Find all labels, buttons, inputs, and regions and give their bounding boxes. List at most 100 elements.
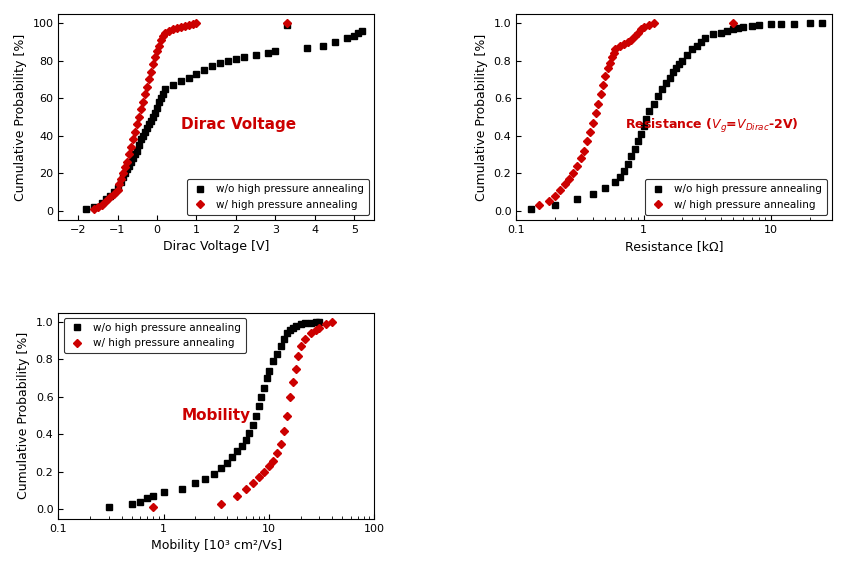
w/o high pressure annealing (261, 375, 272, 381)
w/ high pressure annealing (608, 50, 618, 57)
w/o high pressure annealing (190, 480, 201, 487)
w/o high pressure annealing (788, 20, 799, 27)
w/ high pressure annealing (152, 48, 162, 55)
w/ high pressure annealing (611, 46, 621, 53)
w/o high pressure annealing (357, 27, 367, 34)
w/o high pressure annealing (754, 22, 764, 28)
w/o high pressure annealing (657, 85, 667, 92)
w/ high pressure annealing (569, 170, 579, 177)
w/ high pressure annealing (629, 33, 640, 40)
w/o high pressure annealing (746, 23, 756, 29)
w/o high pressure annealing (766, 21, 777, 28)
w/o high pressure annealing (279, 336, 289, 342)
w/ high pressure annealing (305, 330, 316, 337)
w/o high pressure annealing (611, 179, 621, 186)
w/o high pressure annealing (683, 52, 693, 58)
w/o high pressure annealing (103, 504, 113, 511)
w/ high pressure annealing (160, 29, 170, 36)
w/o high pressure annealing (299, 320, 310, 327)
Line: w/ high pressure annealing: w/ high pressure annealing (151, 319, 335, 510)
w/ high pressure annealing (283, 412, 293, 419)
w/o high pressure annealing (216, 465, 226, 471)
w/o high pressure annealing (738, 24, 748, 31)
w/o high pressure annealing (310, 319, 321, 325)
w/ high pressure annealing (148, 61, 158, 68)
w/o high pressure annealing (716, 29, 726, 36)
w/ high pressure annealing (633, 29, 643, 36)
w/o high pressure annealing (276, 343, 286, 350)
w/o high pressure annealing (254, 403, 264, 410)
w/o high pressure annealing (158, 489, 168, 496)
w/o high pressure annealing (728, 25, 738, 32)
w/ high pressure annealing (601, 72, 611, 79)
w/ high pressure annealing (89, 205, 99, 212)
w/ high pressure annealing (288, 379, 298, 385)
w/ high pressure annealing (285, 393, 295, 400)
w/ high pressure annealing (598, 82, 608, 88)
Y-axis label: Cumulative Probability [%]: Cumulative Probability [%] (17, 332, 30, 499)
w/o high pressure annealing (777, 20, 787, 27)
w/ high pressure annealing (626, 37, 636, 44)
w/o high pressure annealing (668, 68, 678, 75)
w/ high pressure annealing (550, 192, 560, 199)
w/ high pressure annealing (293, 353, 303, 359)
w/ high pressure annealing (276, 440, 286, 447)
w/o high pressure annealing (295, 320, 305, 327)
w/ high pressure annealing (123, 158, 133, 165)
w/o high pressure annealing (291, 323, 301, 329)
w/o high pressure annealing (695, 38, 706, 45)
w/o high pressure annealing (272, 350, 283, 357)
w/ high pressure annealing (602, 65, 613, 72)
w/ high pressure annealing (314, 324, 324, 331)
w/ high pressure annealing (148, 504, 158, 511)
w/ high pressure annealing (114, 181, 124, 188)
w/ high pressure annealing (117, 175, 127, 182)
w/ high pressure annealing (113, 187, 123, 194)
w/o high pressure annealing (671, 65, 681, 72)
w/o high pressure annealing (283, 330, 293, 337)
w/ high pressure annealing (101, 198, 111, 204)
w/ high pressure annealing (140, 91, 151, 98)
w/o high pressure annealing (124, 162, 135, 169)
w/ high pressure annealing (135, 114, 145, 121)
w/ high pressure annealing (248, 480, 258, 487)
w/ high pressure annealing (129, 136, 139, 143)
w/o high pressure annealing (639, 123, 649, 130)
w/o high pressure annealing (619, 168, 629, 175)
w/o high pressure annealing (285, 326, 295, 333)
w/ high pressure annealing (259, 469, 269, 475)
w/o high pressure annealing (633, 138, 643, 145)
w/o high pressure annealing (692, 42, 702, 49)
w/o high pressure annealing (222, 459, 232, 466)
w/o high pressure annealing (674, 61, 684, 68)
w/o high pressure annealing (191, 70, 201, 77)
w/o high pressure annealing (288, 324, 298, 331)
w/ high pressure annealing (130, 128, 140, 135)
w/ high pressure annealing (572, 162, 582, 169)
w/ high pressure annealing (579, 147, 589, 154)
w/ high pressure annealing (649, 20, 659, 27)
w/ high pressure annealing (108, 190, 118, 197)
w/ high pressure annealing (593, 100, 603, 107)
Y-axis label: Cumulative Probability [%]: Cumulative Probability [%] (475, 33, 488, 200)
w/ high pressure annealing (164, 27, 174, 34)
Text: Mobility: Mobility (182, 408, 250, 423)
w/ high pressure annealing (254, 474, 264, 481)
w/ high pressure annealing (636, 25, 646, 32)
w/ high pressure annealing (156, 37, 166, 44)
w/o high pressure annealing (653, 93, 663, 100)
w/ high pressure annealing (93, 203, 103, 210)
w/o high pressure annealing (601, 185, 611, 191)
w/o high pressure annealing (572, 196, 582, 203)
w/ high pressure annealing (136, 106, 146, 113)
w/ high pressure annealing (124, 151, 135, 158)
w/ high pressure annealing (184, 22, 194, 28)
w/ high pressure annealing (310, 326, 321, 333)
w/ high pressure annealing (118, 170, 129, 177)
w/ high pressure annealing (555, 187, 565, 194)
w/ high pressure annealing (619, 40, 629, 47)
w/ high pressure annealing (158, 33, 168, 40)
w/ high pressure annealing (591, 110, 601, 117)
w/ high pressure annealing (534, 201, 544, 208)
w/ high pressure annealing (142, 84, 152, 91)
